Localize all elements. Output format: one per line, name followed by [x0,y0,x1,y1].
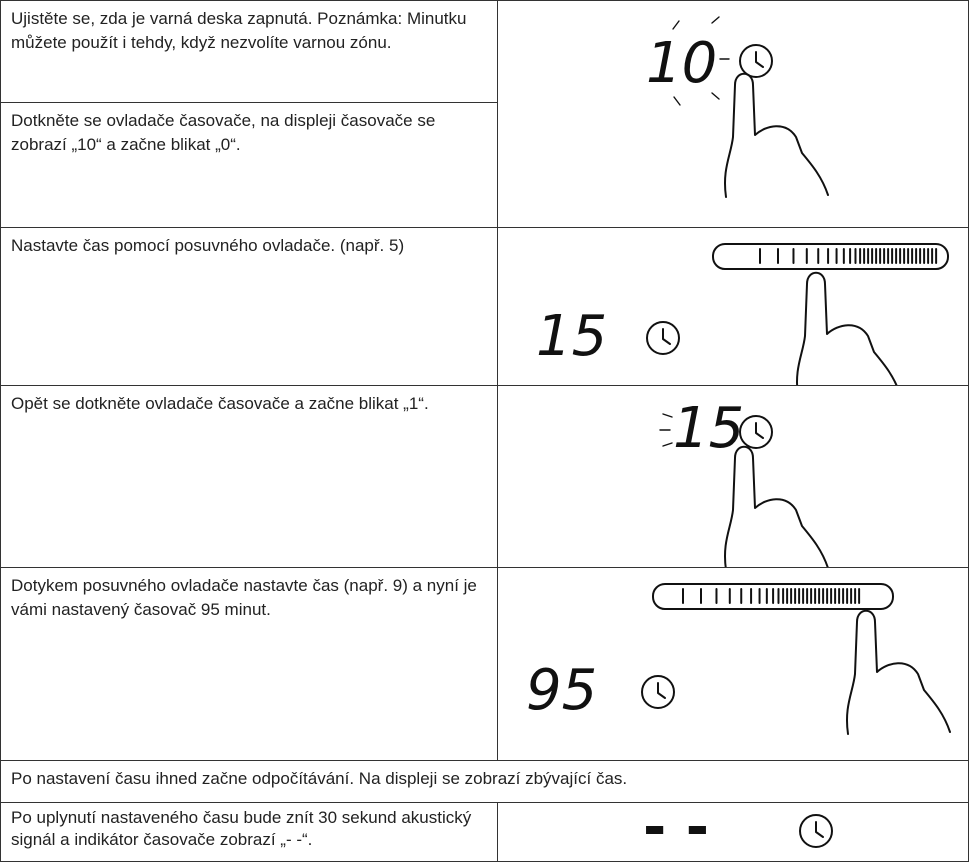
hand [723,445,829,571]
clock-icon [646,321,680,355]
illustration: 95 [526,583,951,735]
text-cell: Po uplynutí nastaveného času bude znít 3… [0,802,498,862]
slider-ticks [682,588,861,604]
slider [712,243,949,270]
slider [652,583,894,610]
slider-ticks [759,248,938,264]
step-text: Po nastavení času ihned začne odpočítává… [11,769,628,788]
step-text: Dotykem posuvného ovladače nastavte čas … [11,576,477,619]
display-digits: 95 [526,658,597,723]
image-cell: - - [497,795,969,862]
image-cell: 15 [497,227,969,397]
step-text: Ujistěte se, zda je varná deska zapnutá.… [11,9,467,52]
image-cell: 10 [497,0,969,228]
clock-icon [641,675,675,709]
clock-icon [799,814,833,848]
display-digits: 10 [646,31,717,96]
step-text: Dotkněte se ovladače časovače, na disple… [11,111,436,154]
text-cell: Opět se dotkněte ovladače časovače a zač… [0,385,498,568]
display-digits: 15 [536,304,607,369]
text-cell: Ujistěte se, zda je varná deska zapnutá.… [0,0,498,103]
step-text: Po uplynutí nastaveného času bude znít 3… [11,808,472,849]
clock-icon [739,44,773,78]
display-digits: 15 [673,396,744,461]
illustration: 15 [536,243,949,397]
clock-icon [739,415,773,449]
text-cell: Nastavte čas pomocí posuvného ovladače. … [0,227,498,386]
hand [845,609,951,735]
text-cell: Po nastavení času ihned začne odpočítává… [0,760,969,803]
blink-marks [672,16,730,106]
illustration: 10 [646,16,829,198]
image-cell: 15 [497,385,969,571]
step-text: Nastavte čas pomocí posuvného ovladače. … [11,236,405,255]
display-digits: - - [643,795,709,860]
illustration: 15 [659,396,829,571]
blink-marks [659,413,673,447]
hand [795,271,901,397]
hand [723,72,829,198]
image-cell: 95 [497,567,969,761]
text-cell: Dotkněte se ovladače časovače, na disple… [0,102,498,228]
illustration: - - [643,795,833,860]
step-text: Opět se dotkněte ovladače časovače a zač… [11,394,429,413]
text-cell: Dotykem posuvného ovladače nastavte čas … [0,567,498,761]
